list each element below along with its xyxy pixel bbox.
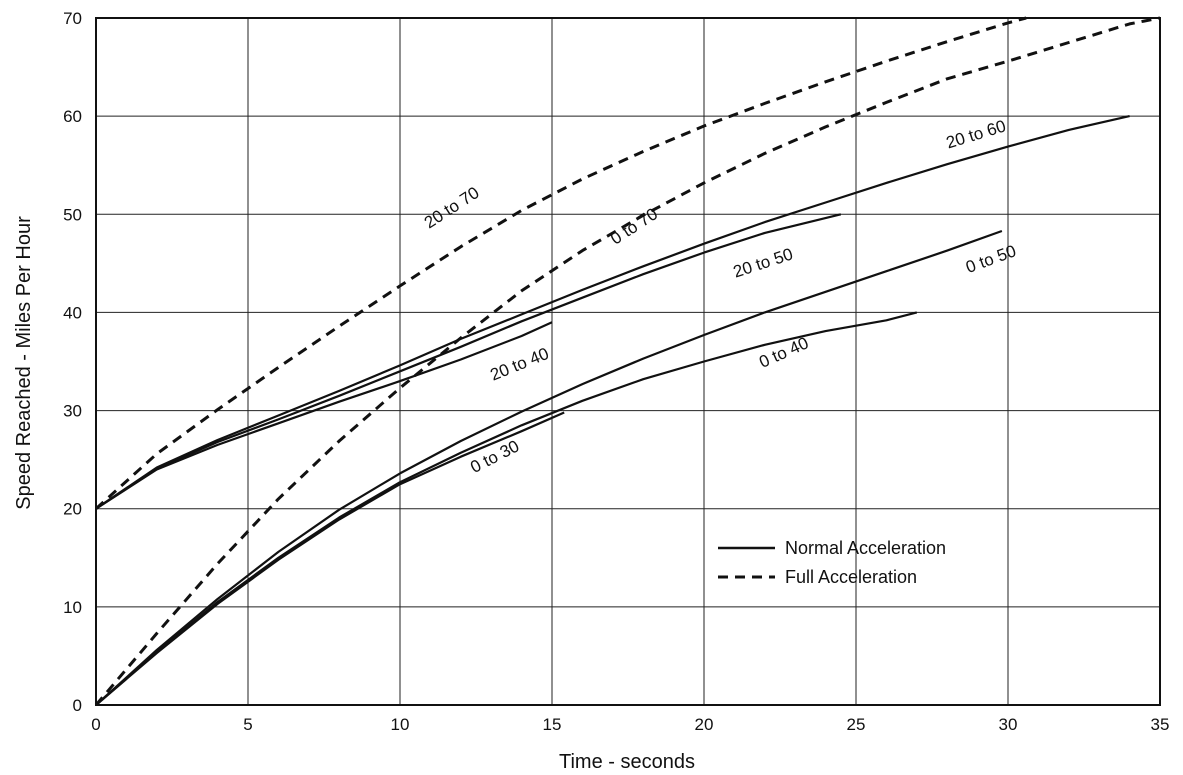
series-20-to-70	[94, 16, 1027, 510]
x-tick-labels: 0 5 10 15 20 25 30 35	[91, 715, 1169, 734]
x-axis-title: Time - seconds	[559, 751, 695, 773]
legend-label-normal: Normal Acceleration	[785, 538, 946, 558]
plot-frame	[95, 17, 1161, 706]
label-20-to-70: 20 to 70	[421, 183, 483, 232]
y-tick-30: 30	[63, 402, 82, 421]
label-20-to-50: 20 to 50	[731, 245, 795, 282]
x-tick-25: 25	[847, 715, 866, 734]
series-0-to-50	[95, 229, 1003, 706]
y-tick-40: 40	[63, 303, 82, 322]
x-tick-30: 30	[999, 715, 1018, 734]
x-tick-20: 20	[695, 715, 714, 734]
y-tick-0: 0	[73, 696, 82, 715]
legend-label-full: Full Acceleration	[785, 567, 917, 587]
label-20-to-60: 20 to 60	[944, 116, 1008, 152]
curves	[94, 16, 1161, 706]
series-20-to-50	[95, 213, 842, 510]
y-tick-50: 50	[63, 205, 82, 224]
series-0-to-40	[95, 311, 918, 706]
grid	[96, 18, 1160, 705]
x-tick-0: 0	[91, 715, 100, 734]
y-tick-10: 10	[63, 598, 82, 617]
plot-border	[95, 17, 1161, 706]
series-0-to-70	[94, 16, 1161, 706]
series-20-to-40	[95, 321, 553, 510]
x-tick-15: 15	[543, 715, 562, 734]
label-20-to-40: 20 to 40	[487, 344, 551, 385]
y-axis-title: Speed Reached - Miles Per Hour	[13, 216, 35, 510]
y-tick-20: 20	[63, 500, 82, 519]
x-tick-5: 5	[243, 715, 252, 734]
x-tick-35: 35	[1151, 715, 1170, 734]
series-20-to-60	[95, 115, 1130, 510]
y-tick-70: 70	[63, 9, 82, 28]
y-tick-60: 60	[63, 107, 82, 126]
label-0-to-70: 0 to 70	[607, 204, 661, 248]
y-tick-labels: 0 10 20 30 40 50 60 70	[63, 9, 82, 715]
label-0-to-50: 0 to 50	[963, 241, 1018, 277]
label-0-to-40: 0 to 40	[756, 333, 811, 372]
x-tick-10: 10	[391, 715, 410, 734]
legend: Normal Acceleration Full Acceleration	[718, 538, 946, 587]
